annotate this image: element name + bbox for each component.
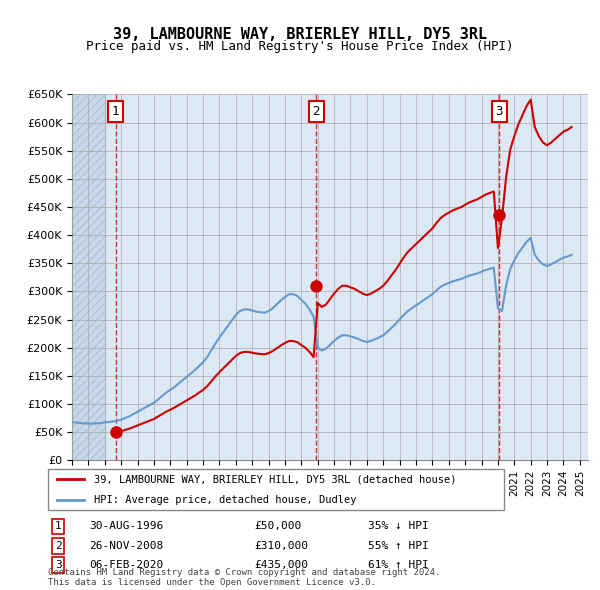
- Text: Contains HM Land Registry data © Crown copyright and database right 2024.
This d: Contains HM Land Registry data © Crown c…: [48, 568, 440, 587]
- Text: 30-AUG-1996: 30-AUG-1996: [89, 522, 164, 531]
- Text: 3: 3: [496, 105, 503, 118]
- FancyBboxPatch shape: [48, 469, 504, 510]
- Text: 26-NOV-2008: 26-NOV-2008: [89, 541, 164, 550]
- Text: 2: 2: [313, 105, 320, 118]
- Bar: [72, 94, 105, 460]
- Text: £435,000: £435,000: [254, 560, 308, 570]
- Text: 1: 1: [55, 522, 62, 531]
- Text: £50,000: £50,000: [254, 522, 302, 531]
- Text: 61% ↑ HPI: 61% ↑ HPI: [368, 560, 428, 570]
- Text: 35% ↓ HPI: 35% ↓ HPI: [368, 522, 428, 531]
- Text: 2: 2: [55, 541, 62, 550]
- Text: Price paid vs. HM Land Registry's House Price Index (HPI): Price paid vs. HM Land Registry's House …: [86, 40, 514, 53]
- Text: 3: 3: [55, 560, 62, 570]
- Text: 39, LAMBOURNE WAY, BRIERLEY HILL, DY5 3RL (detached house): 39, LAMBOURNE WAY, BRIERLEY HILL, DY5 3R…: [94, 474, 456, 484]
- Text: 06-FEB-2020: 06-FEB-2020: [89, 560, 164, 570]
- Bar: [72, 94, 105, 460]
- Text: 1: 1: [112, 105, 119, 118]
- Text: £310,000: £310,000: [254, 541, 308, 550]
- Text: HPI: Average price, detached house, Dudley: HPI: Average price, detached house, Dudl…: [94, 495, 356, 505]
- Text: 39, LAMBOURNE WAY, BRIERLEY HILL, DY5 3RL: 39, LAMBOURNE WAY, BRIERLEY HILL, DY5 3R…: [113, 27, 487, 41]
- Text: 55% ↑ HPI: 55% ↑ HPI: [368, 541, 428, 550]
